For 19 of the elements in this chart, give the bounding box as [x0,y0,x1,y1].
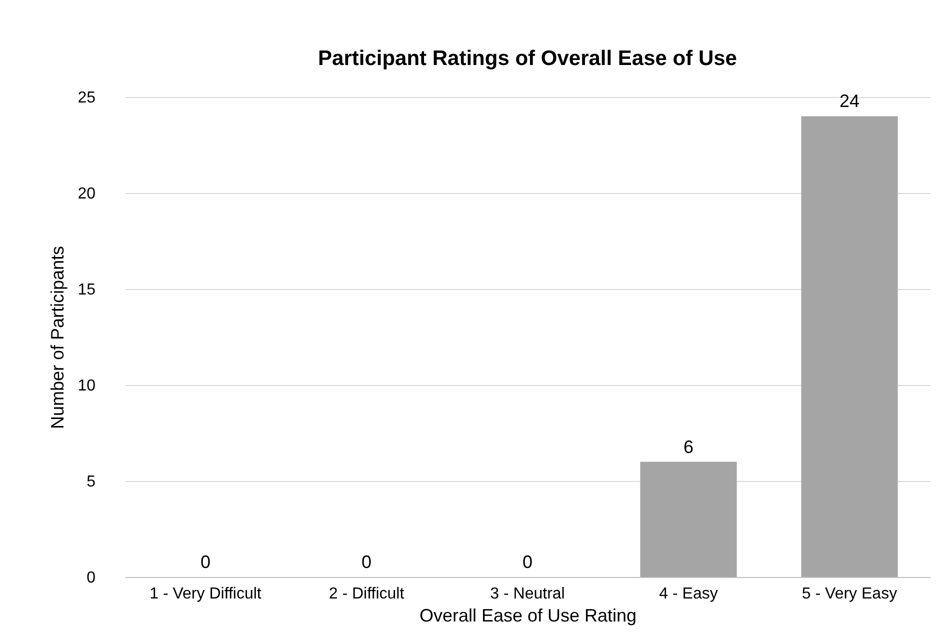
y-axis-title: Number of Participants [48,246,68,430]
data-label: 0 [522,552,533,572]
y-tick-label: 10 [78,378,96,394]
x-tick-label: 1 - Very Difficult [150,586,262,602]
x-tick-label: 4 - Easy [659,586,718,602]
x-tick-label: 5 - Very Easy [802,586,898,602]
y-tick-label: 20 [78,186,96,202]
y-tick-label: 0 [86,570,96,586]
x-tick-label: 2 - Difficult [328,586,405,602]
data-label: 0 [200,552,211,572]
y-tick-label: 5 [86,474,96,490]
data-label: 0 [361,552,372,572]
y-tick-label: 15 [78,282,96,298]
data-label: 24 [839,91,860,112]
data-label: 6 [683,436,694,457]
y-tick-label: 25 [78,90,96,106]
x-tick-label: 3 - Neutral [490,586,565,602]
chart-title: Participant Ratings of Overall Ease of Use [318,47,737,70]
x-axis-title: Overall Ease of Use Rating [419,606,637,626]
